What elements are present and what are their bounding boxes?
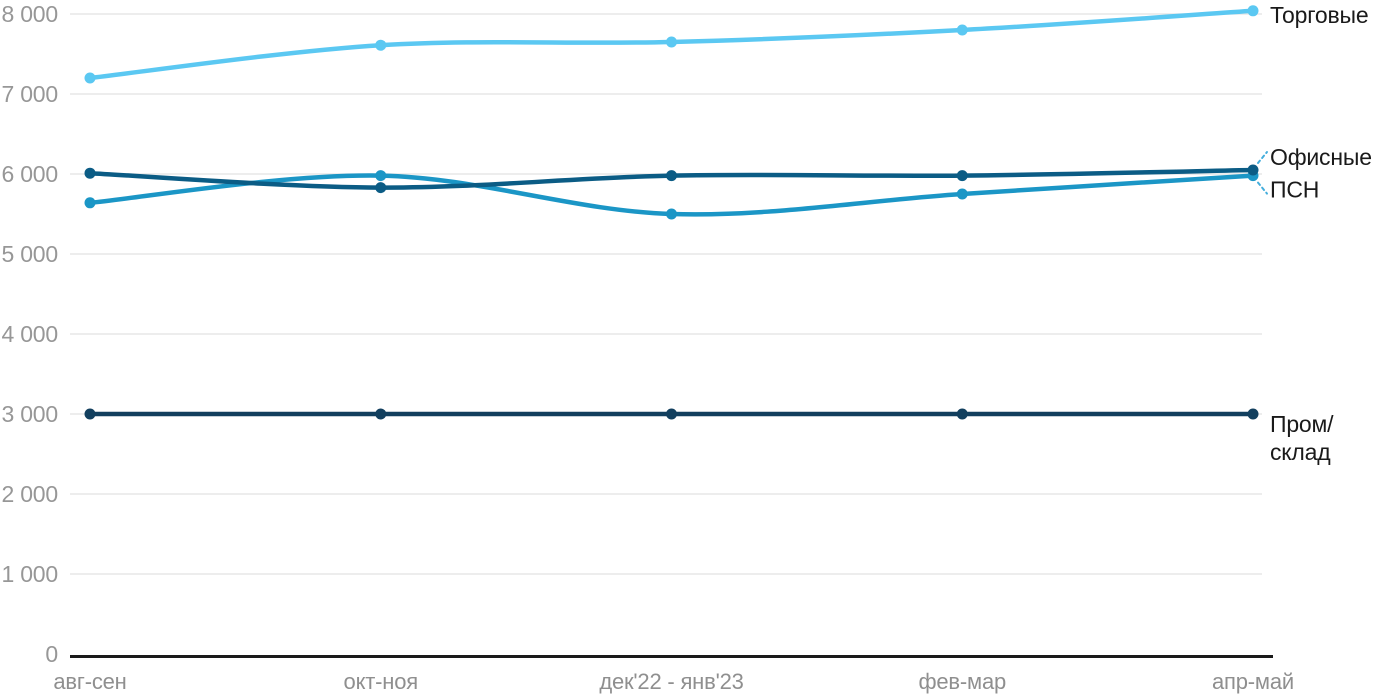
data-point-Торговые <box>1247 5 1259 17</box>
series-label-Пром/склад: склад <box>1270 439 1331 465</box>
data-point-Торговые <box>956 24 968 36</box>
x-axis-tick-label: дек'22 - янв'23 <box>599 669 743 694</box>
data-point-Пром/склад <box>375 408 387 420</box>
data-point-Пром/склад <box>666 408 677 420</box>
series-label-Пром/склад: Пром/ <box>1270 411 1334 437</box>
data-point-Офисные <box>1247 164 1259 176</box>
y-axis-tick-label: 8 000 <box>1 1 58 27</box>
axis-layer: авг-сен окт-ноя дек'22 - янв'23 фев-мар апр-… <box>53 655 1294 694</box>
data-point-ПСН <box>956 188 968 200</box>
leader-line-Офисные <box>1257 151 1268 164</box>
data-point-Пром/склад <box>956 408 968 420</box>
data-point-Торговые <box>84 72 96 84</box>
y-axis-tick-label: 0 <box>45 641 58 667</box>
leader-line-ПСН <box>1257 181 1268 195</box>
data-point-Офисные <box>375 182 387 194</box>
series-label-ПСН: ПСН <box>1270 177 1319 203</box>
x-axis-tick-label: фев-мар <box>918 669 1006 694</box>
y-axis-tick-label: 3 000 <box>1 401 58 427</box>
grid-layer: 0 1 000 2 000 3 000 4 000 5 000 6 000 7 000 8 00… <box>1 1 1262 667</box>
y-axis-tick-label: 5 000 <box>1 241 58 267</box>
x-axis-tick-label: апр-май <box>1212 669 1294 694</box>
data-point-Офисные <box>956 170 968 182</box>
data-point-Офисные <box>666 170 677 182</box>
series-layer <box>84 5 1259 420</box>
data-point-Офисные <box>84 167 96 179</box>
y-axis-tick-label: 4 000 <box>1 321 58 347</box>
series-label-Торговые: Торговые <box>1270 2 1368 28</box>
data-point-Пром/склад <box>1247 408 1259 420</box>
y-axis-tick-label: 7 000 <box>1 81 58 107</box>
data-point-Пром/склад <box>84 408 96 420</box>
series-label-Офисные: Офисные <box>1270 144 1372 170</box>
label-layer: Торговые Офисные ПСН Пром/склад <box>1257 2 1372 465</box>
y-axis-tick-label: 6 000 <box>1 161 58 187</box>
data-point-ПСН <box>666 208 677 220</box>
data-point-ПСН <box>84 197 96 209</box>
y-axis-tick-label: 1 000 <box>1 561 58 587</box>
data-point-Торговые <box>666 36 677 48</box>
data-point-ПСН <box>375 170 387 182</box>
x-axis-tick-label: авг-сен <box>53 669 126 694</box>
data-point-Торговые <box>375 39 387 51</box>
y-axis-tick-label: 2 000 <box>1 481 58 507</box>
x-axis-tick-label: окт-ноя <box>344 669 418 694</box>
